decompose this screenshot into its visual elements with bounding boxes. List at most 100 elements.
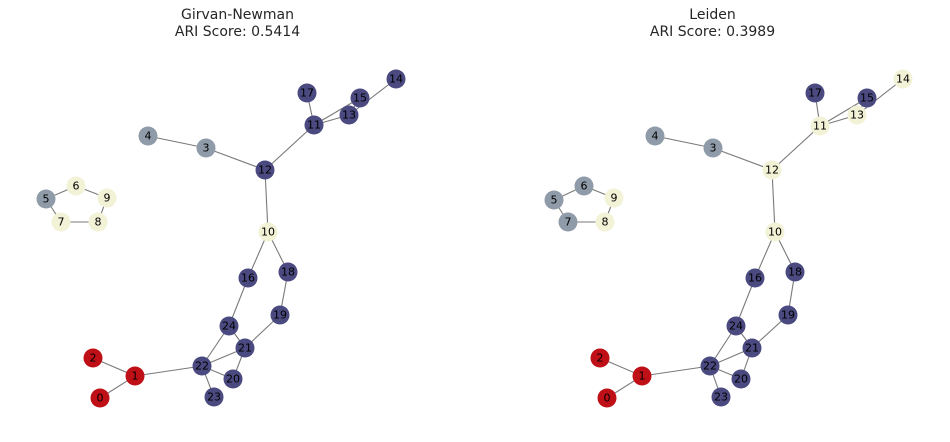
node-1 [632, 366, 652, 386]
edge-1-22 [641, 365, 711, 377]
node-label-13: 13 [850, 109, 864, 122]
node-3 [196, 138, 216, 158]
node-17 [297, 83, 317, 103]
node-label-18: 18 [281, 266, 295, 279]
node-9 [97, 188, 117, 208]
node-10 [765, 222, 785, 242]
node-18 [278, 262, 298, 282]
node-15 [350, 88, 370, 108]
edge-3-12 [205, 147, 266, 171]
node-label-11: 11 [813, 120, 827, 133]
node-18 [785, 262, 805, 282]
node-0 [597, 388, 617, 408]
node-label-3: 3 [710, 142, 717, 155]
node-22 [700, 356, 720, 376]
edges [553, 78, 904, 399]
node-16 [238, 268, 258, 288]
node-label-2: 2 [597, 352, 604, 365]
node-label-10: 10 [261, 226, 275, 239]
node-24 [726, 316, 746, 336]
node-19 [270, 305, 290, 325]
node-23 [204, 387, 224, 407]
node-label-0: 0 [604, 392, 611, 405]
node-label-1: 1 [132, 370, 139, 383]
node-1 [125, 366, 145, 386]
node-8 [595, 212, 615, 232]
node-12 [255, 160, 275, 180]
edge-10-12 [264, 169, 269, 233]
node-4 [645, 126, 665, 146]
node-17 [805, 83, 825, 103]
node-5 [36, 189, 56, 209]
node-label-7: 7 [58, 216, 65, 229]
edge-11-12 [771, 125, 821, 171]
node-24 [219, 316, 239, 336]
ari-score: ARI Score: 0.3989 [649, 24, 776, 40]
algorithm-name: Leiden [689, 7, 736, 23]
node-label-9: 9 [611, 192, 618, 205]
node-9 [604, 188, 624, 208]
node-label-1: 1 [639, 370, 646, 383]
node-label-22: 22 [703, 360, 717, 373]
edges [45, 78, 397, 399]
panel-title: Leiden ARI Score: 0.3989 [475, 7, 950, 41]
node-21 [235, 338, 255, 358]
node-label-16: 16 [241, 272, 255, 285]
node-label-7: 7 [565, 216, 572, 229]
node-2 [83, 348, 103, 368]
node-label-3: 3 [203, 142, 210, 155]
node-label-6: 6 [73, 180, 80, 193]
node-label-22: 22 [195, 360, 209, 373]
node-label-21: 21 [745, 342, 759, 355]
node-20 [731, 369, 751, 389]
node-label-2: 2 [90, 352, 97, 365]
node-label-24: 24 [222, 320, 236, 333]
node-0 [90, 388, 110, 408]
edge-3-4 [654, 135, 714, 149]
node-label-14: 14 [896, 73, 910, 86]
edge-3-12 [712, 147, 773, 171]
edge-13-14 [348, 78, 397, 116]
node-label-19: 19 [781, 309, 795, 322]
node-label-4: 4 [652, 130, 659, 143]
node-label-5: 5 [43, 193, 50, 206]
node-label-14: 14 [389, 73, 403, 86]
node-10 [258, 222, 278, 242]
leiden-panel: Leiden ARI Score: 0.3989 0 1 2 3 4 5 6 7 8 9 10 11 1… [475, 0, 950, 442]
node-7 [558, 212, 578, 232]
node-label-8: 8 [602, 216, 609, 229]
node-label-23: 23 [207, 391, 221, 404]
edge-3-4 [147, 135, 207, 149]
node-6 [574, 176, 594, 196]
algorithm-name: Girvan-Newman [181, 7, 294, 23]
node-11 [304, 115, 324, 135]
node-label-6: 6 [581, 180, 588, 193]
node-label-12: 12 [258, 164, 272, 177]
node-4 [138, 126, 158, 146]
panel-title: Girvan-Newman ARI Score: 0.5414 [0, 7, 475, 41]
node-label-20: 20 [226, 373, 240, 386]
node-15 [857, 88, 877, 108]
node-8 [88, 212, 108, 232]
node-label-21: 21 [238, 342, 252, 355]
node-label-13: 13 [342, 109, 356, 122]
node-label-8: 8 [95, 216, 102, 229]
node-label-23: 23 [714, 391, 728, 404]
node-label-9: 9 [104, 192, 111, 205]
node-label-17: 17 [300, 87, 314, 100]
node-3 [703, 138, 723, 158]
edge-10-12 [771, 169, 776, 233]
node-label-11: 11 [307, 119, 321, 132]
node-label-16: 16 [748, 272, 762, 285]
node-16 [745, 268, 765, 288]
node-label-10: 10 [768, 226, 782, 239]
node-13 [847, 105, 867, 125]
node-12 [762, 160, 782, 180]
node-label-5: 5 [551, 194, 558, 207]
node-label-18: 18 [788, 266, 802, 279]
edge-11-12 [264, 124, 315, 171]
